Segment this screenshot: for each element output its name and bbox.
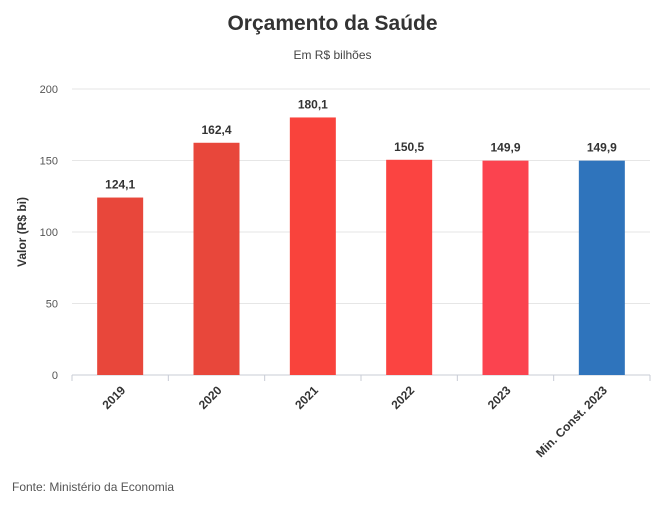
x-tick-label: 2023 xyxy=(485,383,514,412)
y-tick-label: 200 xyxy=(40,84,58,96)
x-tick-label: Min. Const. 2023 xyxy=(533,383,610,460)
y-tick-label: 50 xyxy=(46,299,58,311)
bar xyxy=(386,159,433,375)
y-tick-label: 0 xyxy=(52,370,58,382)
x-tick-label: 2022 xyxy=(389,383,418,412)
source-note: Fonte: Ministério da Economia xyxy=(12,480,175,494)
bar xyxy=(482,160,529,375)
data-label: 180,1 xyxy=(298,97,328,111)
y-axis-title: Valor (R$ bi) xyxy=(15,197,29,267)
data-labels: 124,1 162,4 180,1 150,5 149,9 149,9 xyxy=(105,97,617,191)
y-tick-label: 150 xyxy=(40,156,58,168)
data-label: 149,9 xyxy=(490,141,520,155)
bar xyxy=(97,197,144,375)
data-label: 149,9 xyxy=(587,141,617,155)
bars xyxy=(97,117,625,375)
x-tick-label: 2021 xyxy=(292,383,321,412)
bar xyxy=(578,160,625,375)
data-label: 124,1 xyxy=(105,178,135,192)
data-label: 150,5 xyxy=(394,140,424,154)
bar xyxy=(193,142,240,375)
x-axis-ticks: 2019 2020 2021 2022 2023 Min. Const. 2023 xyxy=(71,375,651,460)
bar xyxy=(289,117,336,375)
chart-subtitle: Em R$ bilhões xyxy=(293,48,372,62)
chart-title: Orçamento da Saúde xyxy=(227,12,438,35)
data-label: 162,4 xyxy=(201,123,231,137)
x-tick-label: 2020 xyxy=(196,383,225,412)
x-tick-label: 2019 xyxy=(100,383,129,412)
y-tick-label: 100 xyxy=(40,227,58,239)
gridlines xyxy=(72,88,650,376)
y-axis-ticks: 0 50 100 150 200 xyxy=(40,84,58,382)
